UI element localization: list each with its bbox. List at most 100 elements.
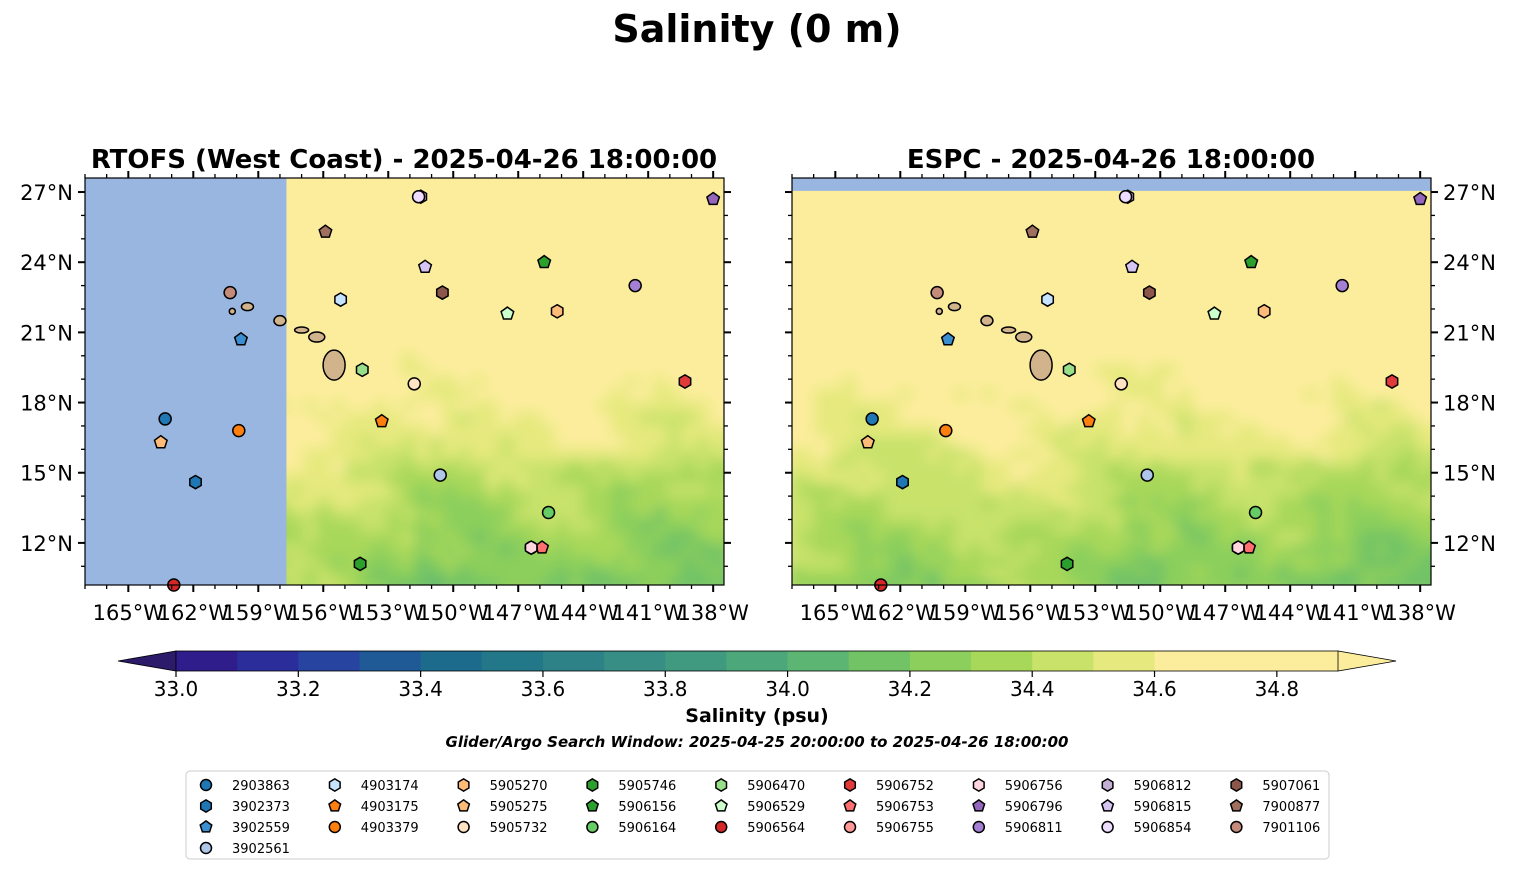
- salinity-cell: [1052, 304, 1069, 319]
- salinity-cell: [1374, 352, 1391, 367]
- salinity-cell: [1416, 304, 1431, 319]
- salinity-cell: [583, 256, 600, 271]
- salinity-cell: [429, 364, 446, 379]
- salinity-cell: [800, 220, 817, 235]
- salinity-cell: [1318, 520, 1335, 535]
- salinity-cell: [555, 268, 572, 283]
- salinity-cell: [1150, 424, 1167, 439]
- salinity-cell: [1136, 436, 1153, 451]
- salinity-cell: [1416, 316, 1431, 331]
- salinity-cell: [912, 304, 929, 319]
- salinity-cell: [611, 400, 628, 415]
- salinity-cell: [1178, 580, 1195, 585]
- salinity-cell: [499, 532, 516, 547]
- salinity-cell: [1360, 400, 1377, 415]
- salinity-cell: [1388, 244, 1405, 259]
- salinity-cell: [513, 364, 530, 379]
- salinity-cell: [1122, 472, 1139, 487]
- legend-item-5905732: 5905732: [457, 820, 548, 836]
- salinity-cell: [1346, 388, 1363, 403]
- salinity-cell: [709, 484, 724, 499]
- salinity-cell: [569, 556, 586, 571]
- salinity-cell: [1416, 544, 1431, 559]
- salinity-cell: [499, 328, 516, 343]
- salinity-cell: [814, 304, 831, 319]
- salinity-cell: [639, 208, 656, 223]
- salinity-cell: [842, 496, 859, 511]
- salinity-cell: [653, 340, 670, 355]
- salinity-cell: [401, 304, 418, 319]
- salinity-cell: [1164, 532, 1181, 547]
- salinity-cell: [317, 280, 334, 295]
- salinity-cell: [800, 424, 817, 439]
- salinity-cell: [1010, 424, 1027, 439]
- salinity-cell: [1192, 292, 1209, 307]
- salinity-cell: [1290, 400, 1307, 415]
- salinity-cell: [667, 448, 684, 463]
- salinity-cell: [1318, 196, 1335, 211]
- salinity-cell: [457, 178, 474, 187]
- salinity-cell: [1108, 316, 1125, 331]
- legend-label: 5907061: [1262, 779, 1320, 794]
- salinity-cell: [996, 580, 1013, 585]
- salinity-cell: [653, 292, 670, 307]
- salinity-cell: [1220, 568, 1237, 583]
- salinity-cell: [1234, 568, 1251, 583]
- salinity-cell: [1038, 208, 1055, 223]
- salinity-cell: [639, 292, 656, 307]
- salinity-cell: [884, 352, 901, 367]
- salinity-cell: [814, 520, 831, 535]
- salinity-cell: [1010, 316, 1027, 331]
- salinity-cell: [1304, 340, 1321, 355]
- salinity-cell: [485, 268, 502, 283]
- salinity-cell: [709, 448, 724, 463]
- salinity-cell: [856, 400, 873, 415]
- salinity-cell: [898, 208, 915, 223]
- salinity-cell: [653, 178, 670, 187]
- salinity-cell: [373, 400, 390, 415]
- salinity-cell: [1276, 196, 1293, 211]
- x-tick-label: 147°W: [483, 601, 555, 625]
- salinity-cell: [1108, 520, 1125, 535]
- salinity-cell: [1304, 460, 1321, 475]
- salinity-cell: [569, 328, 586, 343]
- salinity-cell: [954, 400, 971, 415]
- salinity-cell: [415, 436, 432, 451]
- x-tick-label: 138°W: [1384, 601, 1456, 625]
- salinity-cell: [1094, 412, 1111, 427]
- salinity-cell: [1318, 436, 1335, 451]
- salinity-cell: [317, 292, 334, 307]
- salinity-cell: [828, 388, 845, 403]
- salinity-cell: [1122, 568, 1139, 583]
- x-tick-label: 156°W: [288, 601, 360, 625]
- salinity-cell: [373, 580, 390, 585]
- salinity-cell: [870, 532, 887, 547]
- salinity-cell: [569, 520, 586, 535]
- salinity-cell: [625, 448, 642, 463]
- salinity-cell: [387, 400, 404, 415]
- salinity-cell: [1136, 448, 1153, 463]
- salinity-cell: [667, 244, 684, 259]
- salinity-cell: [1402, 484, 1419, 499]
- salinity-cell: [499, 556, 516, 571]
- salinity-cell: [1108, 424, 1125, 439]
- salinity-cell: [303, 178, 320, 187]
- salinity-cell: [1346, 412, 1363, 427]
- salinity-cell: [359, 436, 376, 451]
- salinity-cell: [912, 292, 929, 307]
- salinity-cell: [856, 532, 873, 547]
- salinity-cell: [485, 352, 502, 367]
- salinity-cell: [387, 424, 404, 439]
- salinity-cell: [387, 544, 404, 559]
- salinity-cell: [457, 268, 474, 283]
- salinity-cell: [499, 340, 516, 355]
- salinity-cell: [1402, 328, 1419, 343]
- salinity-cell: [1206, 484, 1223, 499]
- salinity-cell: [1150, 352, 1167, 367]
- salinity-cell: [709, 580, 724, 585]
- salinity-cell: [387, 532, 404, 547]
- salinity-cell: [1010, 580, 1027, 585]
- salinity-cell: [583, 520, 600, 535]
- rtofs-panel: RTOFS (West Coast) - 2025-04-26 18:00:00…: [20, 145, 749, 625]
- salinity-cell: [1248, 460, 1265, 475]
